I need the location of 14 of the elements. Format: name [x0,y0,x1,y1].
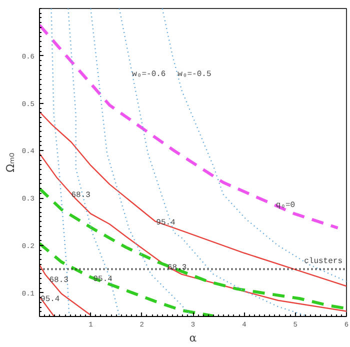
line-series [40,187,346,310]
line-series [40,242,215,316]
annotation: 68.3 [49,276,69,286]
line-series [40,264,92,316]
line-series [40,24,340,230]
x-axis-title: α [189,332,198,344]
y-axis-title: Ωₘ₀ [4,152,17,172]
ref-line-label: clusters [304,257,343,266]
annotation: w₀=-0.5 [178,70,212,79]
line-series [68,8,120,316]
annotation: q₀=0 [276,201,296,210]
line-series [40,152,346,312]
line-series [40,111,346,287]
annotation: w₀=-0.6 [132,70,166,79]
